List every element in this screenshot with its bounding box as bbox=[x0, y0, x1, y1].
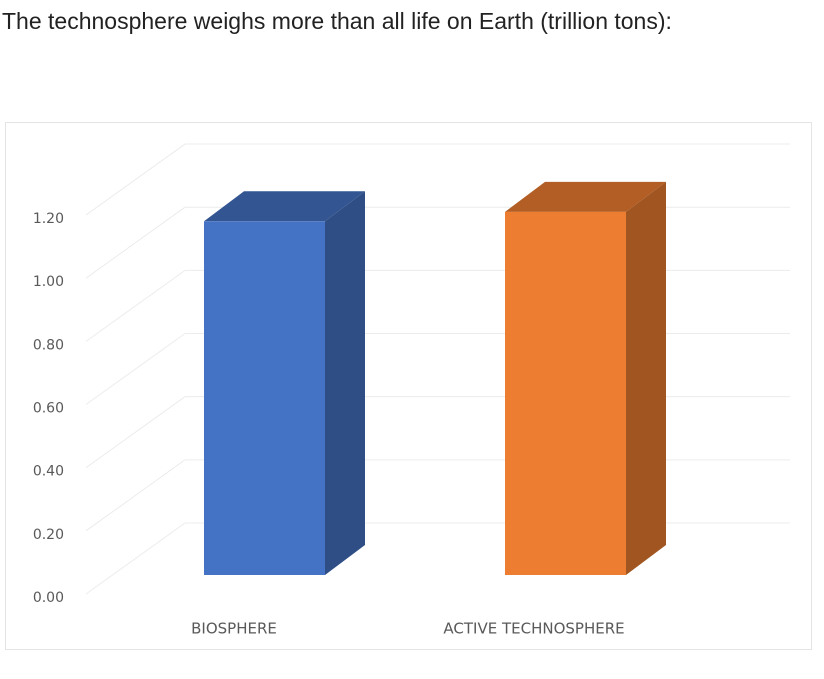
y-tick-label: 0.20 bbox=[33, 527, 64, 543]
bar bbox=[204, 221, 325, 575]
y-tick-label: 0.60 bbox=[33, 401, 64, 417]
grid-line bbox=[85, 396, 186, 469]
chart-frame bbox=[5, 122, 812, 650]
grid-line bbox=[85, 459, 186, 532]
grid-line bbox=[85, 206, 186, 279]
chart-title: The technosphere weighs more than all li… bbox=[2, 8, 672, 34]
y-tick-label: 1.20 bbox=[33, 211, 64, 227]
bar bbox=[505, 211, 626, 575]
x-tick-label: BIOSPHERE bbox=[191, 620, 277, 638]
bar-side bbox=[325, 191, 365, 575]
y-tick-label: 1.00 bbox=[33, 274, 64, 290]
bar-side bbox=[626, 181, 666, 575]
bar-top bbox=[505, 181, 666, 212]
y-tick-label: 0.40 bbox=[33, 464, 64, 480]
grid-line bbox=[85, 522, 186, 595]
grid-line bbox=[85, 269, 186, 342]
y-tick-label: 0.00 bbox=[33, 590, 64, 606]
x-tick-label: ACTIVE TECHNOSPHERE bbox=[443, 620, 624, 638]
grid-line bbox=[85, 333, 186, 405]
grid-line bbox=[85, 143, 186, 216]
y-tick-label: 0.80 bbox=[33, 337, 64, 353]
bar-top bbox=[204, 191, 365, 222]
